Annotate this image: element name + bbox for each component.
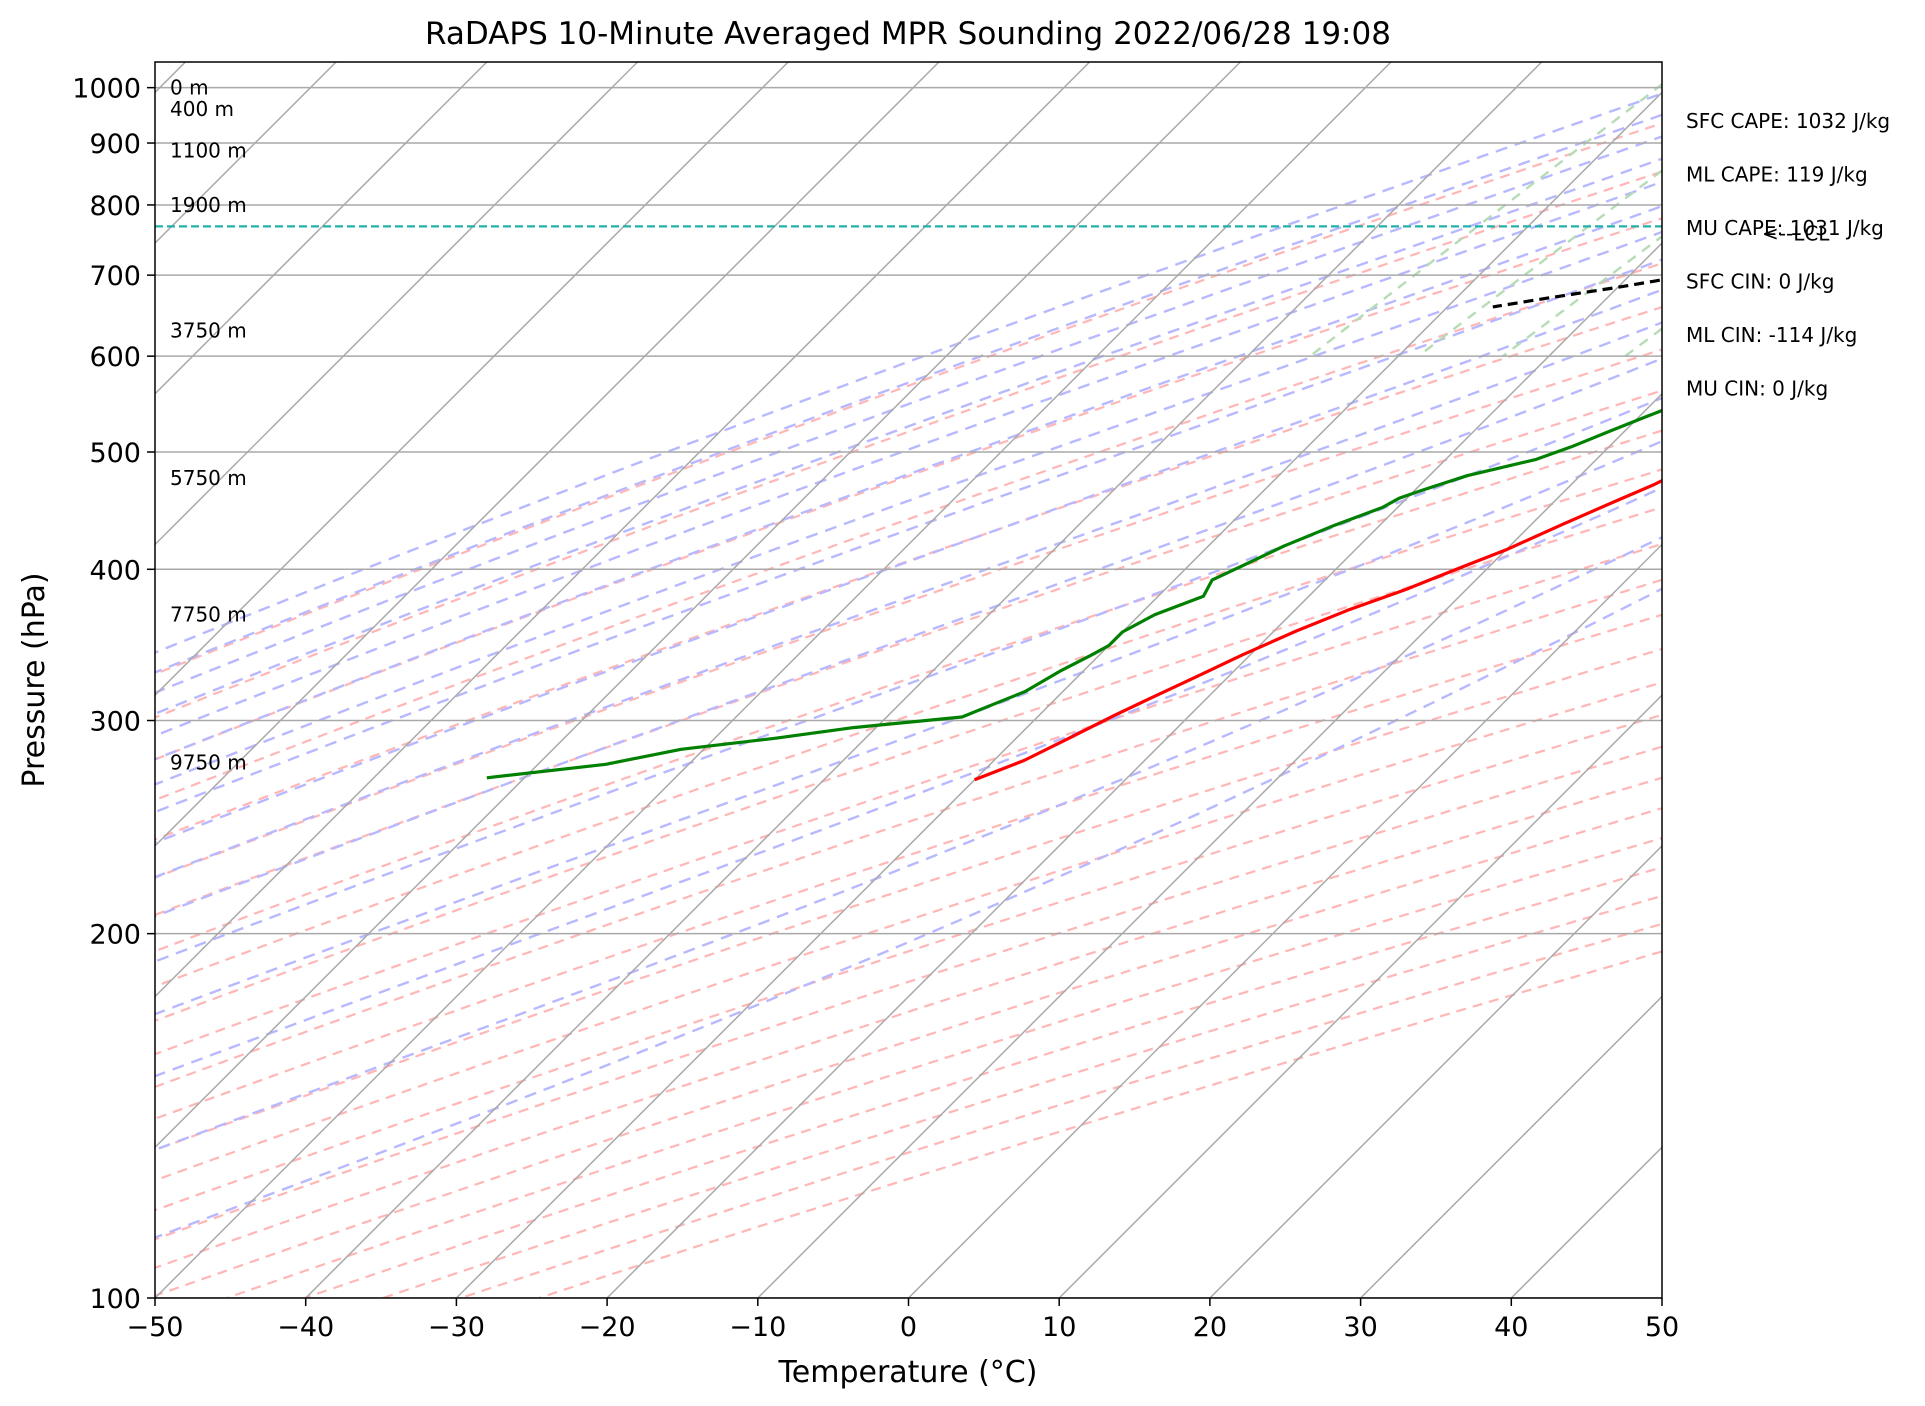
x-tick-label: −50 bbox=[127, 1312, 184, 1343]
x-tick-label: 30 bbox=[1343, 1312, 1377, 1343]
isotherm-line bbox=[155, 62, 1241, 1149]
moist-adiabat-line bbox=[155, 587, 1662, 1239]
dry-adiabat-line bbox=[155, 122, 1662, 676]
isotherm-line bbox=[1058, 694, 1662, 1298]
mixing-ratio-line bbox=[1417, 169, 1662, 358]
moist-adiabat-line bbox=[155, 180, 1662, 738]
height-label: 7750 m bbox=[170, 603, 247, 627]
isotherm-line bbox=[155, 62, 1392, 1298]
moist-adiabat-line bbox=[155, 230, 1662, 786]
isotherm-line bbox=[606, 242, 1662, 1298]
mixing-ratio-line bbox=[1502, 234, 1662, 358]
y-tick-label: 100 bbox=[89, 1284, 141, 1315]
x-axis-label: Temperature (°C) bbox=[778, 1355, 1038, 1390]
sounding-index-label: ML CIN: -114 J/kg bbox=[1686, 323, 1857, 347]
height-label: 3750 m bbox=[170, 319, 247, 343]
moist-adiabat-line bbox=[155, 258, 1662, 814]
moist-adiabat-line bbox=[155, 439, 1662, 1016]
dry-adiabat-line bbox=[155, 647, 1662, 1152]
chart-title: RaDAPS 10-Minute Averaged MPR Sounding 2… bbox=[425, 16, 1391, 52]
x-tick-label: 0 bbox=[900, 1312, 917, 1343]
isotherm-line bbox=[305, 62, 1543, 1298]
height-label: 0 m bbox=[170, 76, 209, 100]
moist-adiabat-line bbox=[155, 288, 1662, 844]
isotherm-line bbox=[155, 62, 488, 395]
height-label: 1900 m bbox=[170, 193, 247, 217]
moist-adiabat-line bbox=[155, 157, 1662, 716]
dry-adiabat-line bbox=[155, 776, 1662, 1270]
height-label: 400 m bbox=[170, 97, 234, 121]
x-tick-label: −30 bbox=[428, 1312, 485, 1343]
sounding-index-label: SFC CIN: 0 J/kg bbox=[1686, 270, 1834, 294]
height-label: 1100 m bbox=[170, 139, 247, 163]
isotherm-line bbox=[155, 62, 1091, 998]
y-tick-label: 900 bbox=[89, 129, 141, 160]
height-label: 5750 m bbox=[170, 466, 247, 490]
isotherm-line bbox=[1209, 844, 1662, 1298]
y-tick-label: 800 bbox=[89, 191, 141, 222]
isotherm-line bbox=[907, 543, 1662, 1298]
dry-adiabat-line bbox=[155, 578, 1662, 1089]
y-tick-label: 700 bbox=[89, 261, 141, 292]
moist-adiabat-line bbox=[155, 113, 1662, 674]
y-tick-label: 400 bbox=[89, 555, 141, 586]
x-tick-label: 40 bbox=[1494, 1312, 1528, 1343]
dewpoint-profile-line bbox=[486, 408, 1662, 780]
dry-adiabat-line bbox=[155, 613, 1662, 1120]
sounding-index-label: MU CAPE: 1031 J/kg bbox=[1686, 216, 1884, 240]
isotherm-line bbox=[155, 62, 639, 546]
isotherm-line bbox=[155, 62, 940, 847]
isotherm-line bbox=[1661, 1296, 1662, 1298]
mixing-ratio-line bbox=[1897, 62, 1925, 356]
y-tick-label: 500 bbox=[89, 438, 141, 469]
isotherm-line bbox=[155, 62, 789, 697]
moist-adiabat-line bbox=[155, 321, 1662, 879]
isotherm-line bbox=[757, 392, 1662, 1298]
sounding-index-label: ML CAPE: 119 J/kg bbox=[1686, 163, 1868, 187]
moist-adiabat-line bbox=[155, 92, 1662, 654]
mixing-ratio-line bbox=[1756, 62, 1925, 356]
x-tick-label: 50 bbox=[1645, 1312, 1679, 1343]
height-label: 9750 m bbox=[170, 750, 247, 774]
moist-adiabat-line bbox=[155, 135, 1662, 695]
x-tick-label: −40 bbox=[277, 1312, 334, 1343]
dry-adiabat-line bbox=[155, 262, 1662, 802]
y-tick-label: 200 bbox=[89, 920, 141, 951]
lcl-label: <--LCL bbox=[1762, 221, 1830, 245]
temperature-profile-line bbox=[974, 478, 1662, 782]
dry-adiabat-line bbox=[155, 305, 1662, 841]
dry-adiabat-line bbox=[155, 542, 1662, 1056]
y-axis-label: Pressure (hPa) bbox=[17, 572, 52, 787]
y-tick-label: 1000 bbox=[72, 74, 141, 105]
sounding-index-label: SFC CAPE: 1032 J/kg bbox=[1686, 109, 1890, 133]
x-tick-label: −10 bbox=[729, 1312, 786, 1343]
y-tick-label: 300 bbox=[89, 707, 141, 738]
x-tick-label: 10 bbox=[1042, 1312, 1076, 1343]
sounding-index-label: MU CIN: 0 J/kg bbox=[1686, 377, 1828, 401]
plot-background bbox=[155, 62, 1662, 1298]
isotherm-line bbox=[455, 91, 1662, 1298]
y-tick-label: 600 bbox=[89, 342, 141, 373]
mixing-ratio-line bbox=[1624, 327, 1662, 358]
moist-adiabat-line bbox=[155, 357, 1662, 918]
moist-adiabat-line bbox=[155, 396, 1662, 963]
mixing-ratio-line bbox=[1309, 82, 1662, 358]
x-tick-label: −20 bbox=[579, 1312, 636, 1343]
isotherm-line bbox=[1360, 995, 1662, 1298]
x-tick-label: 20 bbox=[1193, 1312, 1227, 1343]
